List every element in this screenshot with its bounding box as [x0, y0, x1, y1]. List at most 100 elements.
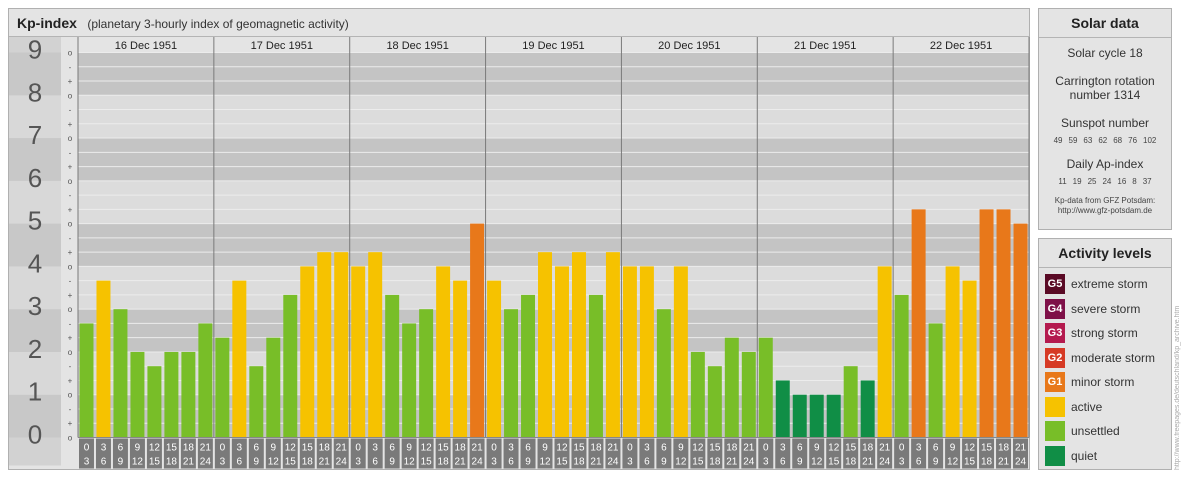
y-minor-label: o — [68, 177, 73, 186]
interval-start-label: 18 — [998, 443, 1010, 454]
y-tick-label: 6 — [28, 163, 42, 193]
kp-bar — [215, 337, 230, 438]
interval-start-label: 3 — [508, 443, 514, 454]
interval-box — [146, 438, 162, 469]
y-tick-label: 3 — [28, 291, 42, 321]
kp-bar — [317, 252, 332, 438]
solar-data-title: Solar data — [1039, 9, 1171, 38]
interval-end-label: 18 — [845, 457, 857, 468]
kp-bar — [504, 309, 519, 438]
interval-box — [554, 438, 570, 469]
interval-box — [588, 438, 604, 469]
kp-bar — [470, 223, 485, 438]
interval-start-label: 6 — [661, 443, 667, 454]
interval-end-label: 15 — [828, 457, 840, 468]
legend-item-g5: G5 extreme storm — [1045, 274, 1148, 294]
interval-box — [622, 438, 638, 469]
interval-box — [197, 438, 213, 469]
interval-start-label: 15 — [166, 443, 178, 454]
chart-subtitle: (planetary 3-hourly index of geomagnetic… — [87, 17, 349, 31]
interval-end-label: 24 — [607, 457, 619, 468]
interval-end-label: 12 — [811, 457, 823, 468]
interval-end-label: 12 — [539, 457, 551, 468]
y-tick-label: 9 — [28, 35, 42, 65]
interval-box — [231, 438, 247, 469]
kp-bar — [130, 351, 145, 438]
kp-bar — [521, 294, 536, 438]
interval-end-label: 6 — [916, 457, 922, 468]
interval-end-label: 3 — [627, 457, 633, 468]
interval-end-label: 15 — [692, 457, 704, 468]
kp-bar — [707, 366, 722, 438]
ap-value: 24 — [1102, 177, 1112, 186]
interval-start-label: 15 — [573, 443, 585, 454]
interval-start-label: 6 — [118, 443, 124, 454]
interval-box — [503, 438, 519, 469]
interval-start-label: 0 — [355, 443, 361, 454]
interval-end-label: 21 — [998, 457, 1010, 468]
interval-box — [707, 438, 723, 469]
kp-bar — [538, 252, 552, 438]
interval-start-label: 12 — [828, 443, 840, 454]
interval-start-label: 9 — [950, 443, 956, 454]
interval-start-label: 21 — [1015, 443, 1027, 454]
y-minor-label: o — [68, 434, 73, 443]
interval-box — [265, 438, 281, 469]
interval-box — [792, 438, 808, 469]
interval-start-label: 0 — [491, 443, 497, 454]
interval-start-label: 18 — [183, 443, 195, 454]
legend-item-quiet: quiet — [1045, 445, 1097, 466]
y-minor-label: - — [69, 106, 72, 115]
sunspot-value: 102 — [1143, 136, 1157, 145]
kp-bar — [300, 266, 315, 438]
interval-box — [690, 438, 706, 469]
kp-bar — [402, 323, 417, 438]
interval-start-label: 18 — [862, 443, 874, 454]
interval-start-label: 21 — [607, 443, 619, 454]
sunspot-value: 62 — [1098, 136, 1108, 145]
interval-box — [775, 438, 791, 469]
credit-link[interactable]: http://www.gfz-potsdam.de — [1057, 206, 1153, 215]
kp-bar — [605, 252, 620, 438]
interval-end-label: 15 — [285, 457, 297, 468]
interval-start-label: 9 — [135, 443, 141, 454]
day-label: 22 Dec 1951 — [930, 40, 992, 52]
y-minor-label: o — [68, 391, 73, 400]
kp-bar — [283, 294, 298, 438]
interval-box — [639, 438, 655, 469]
y-tick-label: 5 — [28, 206, 42, 236]
interval-end-label: 3 — [355, 457, 361, 468]
interval-end-label: 12 — [947, 457, 959, 468]
kp-bar — [843, 366, 858, 438]
kp-bar — [877, 266, 892, 438]
kp-bar — [979, 209, 994, 438]
interval-start-label: 18 — [726, 443, 738, 454]
legend-label: strong storm — [1071, 326, 1138, 340]
interval-start-label: 21 — [336, 443, 348, 454]
y-minor-label: + — [68, 163, 73, 172]
kp-bar — [724, 337, 739, 438]
interval-box — [843, 438, 859, 469]
activity-levels-title: Activity levels — [1039, 239, 1171, 268]
interval-start-label: 21 — [472, 443, 484, 454]
interval-end-label: 9 — [797, 457, 803, 468]
interval-start-label: 6 — [797, 443, 803, 454]
interval-box — [469, 438, 485, 469]
day-label: 17 Dec 1951 — [251, 40, 313, 52]
interval-end-label: 3 — [899, 457, 905, 468]
y-minor-label: + — [68, 291, 73, 300]
plot-band — [78, 180, 1029, 224]
interval-box — [741, 438, 757, 469]
interval-end-label: 21 — [590, 457, 602, 468]
y-minor-label: o — [68, 348, 73, 357]
interval-start-label: 12 — [692, 443, 704, 454]
interval-end-label: 6 — [101, 457, 107, 468]
kp-bar — [690, 351, 705, 438]
solar-data-panel: Solar data Solar cycle 18 Carrington rot… — [1038, 8, 1172, 230]
interval-start-label: 12 — [421, 443, 433, 454]
kp-bar — [996, 209, 1011, 438]
interval-box — [877, 438, 893, 469]
y-minor-label: - — [69, 319, 72, 328]
interval-box — [299, 438, 315, 469]
kp-bar — [945, 266, 960, 438]
